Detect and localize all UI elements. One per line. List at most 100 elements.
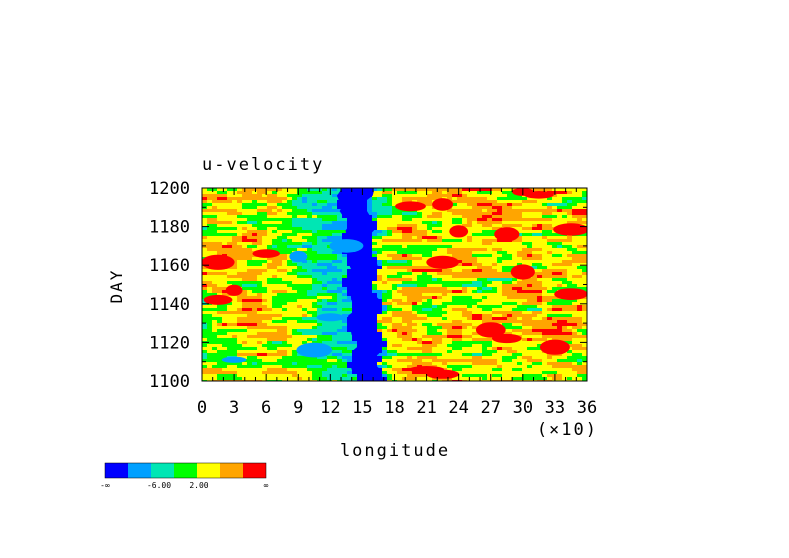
field-cell (462, 224, 468, 228)
field-cell (532, 230, 538, 234)
field-cell (542, 308, 548, 312)
field-cell (572, 353, 578, 357)
field-cell (342, 251, 348, 255)
field-cell (467, 257, 473, 261)
field-cell (252, 197, 258, 201)
field-cell (502, 191, 508, 195)
field-cell (547, 236, 553, 240)
field-cell (462, 245, 468, 249)
field-cell (287, 221, 293, 225)
field-cell (432, 329, 438, 333)
field-cell (427, 377, 433, 381)
field-cell (282, 359, 288, 363)
field-cell (387, 269, 393, 273)
field-cell (547, 329, 553, 333)
field-cell (317, 221, 323, 225)
field-cell (322, 263, 328, 267)
field-cell (382, 320, 388, 324)
field-cell (267, 338, 273, 342)
field-cell (517, 197, 523, 201)
field-cell (397, 341, 403, 345)
field-cell (387, 359, 393, 363)
field-cell (582, 311, 587, 315)
field-cell (507, 344, 513, 348)
field-cell (257, 236, 263, 240)
field-cell (217, 317, 223, 321)
field-cell (537, 287, 543, 291)
field-cell (237, 254, 243, 258)
field-cell (252, 296, 258, 300)
field-cell (452, 359, 458, 363)
field-cell (327, 254, 333, 258)
field-cell (447, 281, 453, 285)
field-cell (432, 335, 438, 339)
field-cell (572, 248, 578, 252)
field-cell (567, 263, 573, 267)
field-cell (307, 215, 313, 219)
field-cell (357, 377, 363, 381)
field-cell (267, 194, 273, 198)
field-cell (577, 338, 583, 342)
field-cell (317, 362, 323, 366)
field-cell (392, 242, 398, 246)
field-cell (552, 332, 558, 336)
field-cell (277, 299, 283, 303)
field-cell (577, 263, 583, 267)
field-cell (502, 290, 508, 294)
field-cell (532, 278, 538, 282)
field-cell (442, 215, 448, 219)
field-cell (552, 326, 558, 330)
field-cell (202, 356, 208, 360)
field-cell (302, 335, 308, 339)
field-cell (242, 329, 248, 333)
field-cell (567, 188, 573, 192)
field-cell (212, 335, 218, 339)
field-cell (522, 293, 528, 297)
field-cell (487, 314, 493, 318)
field-cell (262, 359, 268, 363)
field-cell (307, 221, 313, 225)
field-cell (232, 218, 238, 222)
field-cell (477, 236, 483, 240)
field-cell (422, 215, 428, 219)
field-cell (392, 245, 398, 249)
field-cell (282, 206, 288, 210)
field-cell (542, 290, 548, 294)
field-cell (272, 203, 278, 207)
field-cell (462, 269, 468, 273)
field-cell (337, 254, 343, 258)
field-cell (237, 314, 243, 318)
field-cell (577, 215, 583, 219)
field-cell (492, 347, 498, 351)
field-cell (232, 212, 238, 216)
field-cell (582, 212, 587, 216)
field-cell (247, 332, 253, 336)
field-cell (582, 200, 587, 204)
field-cell (252, 338, 258, 342)
field-cell (542, 236, 548, 240)
field-cell (277, 335, 283, 339)
field-cell (222, 311, 228, 315)
field-cell (287, 326, 293, 330)
field-cell (397, 311, 403, 315)
field-cell (287, 335, 293, 339)
field-cell (452, 245, 458, 249)
field-cell (272, 284, 278, 288)
field-cell (292, 278, 298, 282)
field-cell (387, 374, 393, 378)
field-cell (442, 347, 448, 351)
field-cell (447, 269, 453, 273)
field-cell (322, 206, 328, 210)
field-cell (542, 200, 548, 204)
field-cell (447, 236, 453, 240)
field-cell (317, 278, 323, 282)
field-cell (557, 218, 563, 222)
field-cell (292, 191, 298, 195)
field-cell (537, 317, 543, 321)
field-cell (417, 305, 423, 309)
field-cell (327, 320, 333, 324)
field-cell (417, 308, 423, 312)
field-cell (302, 362, 308, 366)
field-cell (562, 308, 568, 312)
field-cell (217, 329, 223, 333)
